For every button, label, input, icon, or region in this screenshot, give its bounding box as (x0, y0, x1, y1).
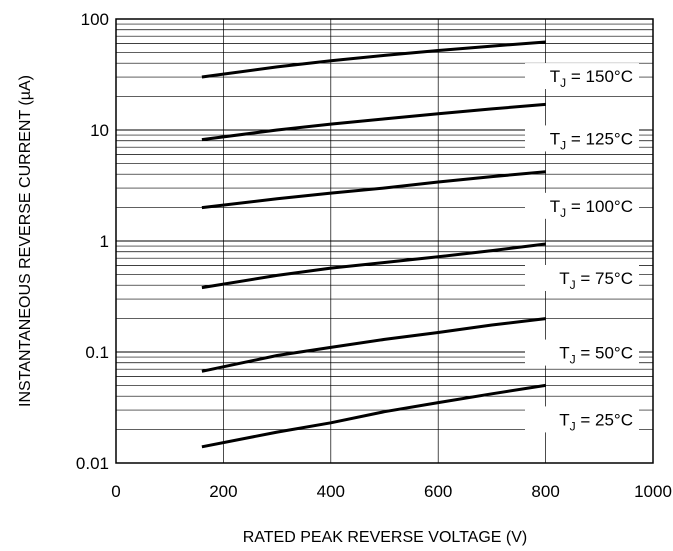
series-label: TJ = 150°C (550, 67, 633, 90)
y-tick-label: 0.01 (76, 454, 109, 473)
series-line (201, 40, 546, 79)
series-label: TJ = 125°C (550, 129, 633, 152)
series-label-background (525, 63, 639, 90)
x-tick-label: 1000 (634, 482, 672, 501)
x-tick-label: 0 (111, 482, 120, 501)
series-label-background (525, 192, 639, 219)
series-line (201, 102, 546, 142)
y-tick-label: 10 (90, 121, 109, 140)
x-tick-label: 400 (317, 482, 345, 501)
series-label: TJ = 75°C (559, 269, 633, 292)
series-label: TJ = 25°C (559, 410, 633, 433)
x-tick-label: 800 (531, 482, 559, 501)
y-tick-label: 0.1 (85, 343, 109, 362)
plot-frame (115, 18, 654, 464)
series-line (201, 317, 546, 373)
x-axis-label: RATED PEAK REVERSE VOLTAGE (V) (243, 529, 528, 546)
series-line (201, 242, 546, 290)
y-axis-label: INSTANTANEOUS REVERSE CURRENT (µA) (17, 75, 34, 407)
x-tick-label: 200 (209, 482, 237, 501)
y-axis: 0.01 0.1 1 10 100 (76, 10, 109, 473)
series-line (201, 383, 546, 449)
x-tick-label: 600 (424, 482, 452, 501)
series-line (201, 170, 546, 210)
series-label: TJ = 50°C (559, 344, 633, 367)
y-tick-label: 1 (100, 232, 109, 251)
plot-area: TJ = 150°C TJ = 125°C TJ = 100°C TJ = 75°C T… (115, 18, 654, 464)
x-axis: 0 200 400 600 800 1000 (111, 482, 672, 501)
series-label-background (525, 406, 639, 433)
series-label: TJ = 100°C (550, 197, 633, 220)
series-label-background (525, 339, 639, 366)
series-label-background (525, 264, 639, 291)
series-lines (201, 40, 546, 449)
series-labels: TJ = 150°C TJ = 125°C TJ = 100°C TJ = 75°C T… (525, 63, 639, 433)
y-tick-label: 100 (81, 10, 109, 29)
series-label-background (525, 125, 639, 152)
